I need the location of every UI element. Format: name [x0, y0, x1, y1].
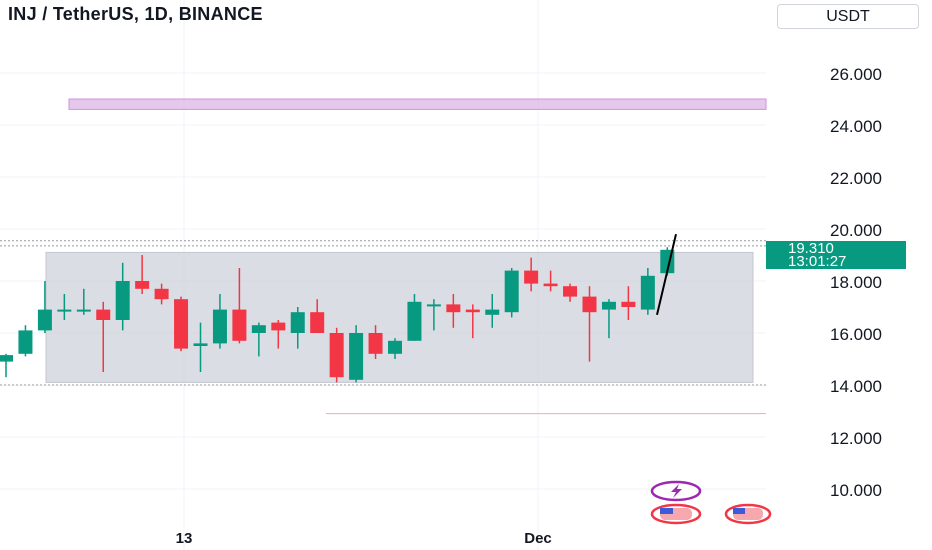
candle-down [465, 309, 480, 313]
candle-up [290, 312, 305, 333]
candle-down [271, 322, 286, 331]
time-axis-tick-label: Dec [524, 530, 552, 547]
price-axis-tick-label: 18.000 [830, 273, 882, 292]
price-axis: 10.000 12.000 14.000 16.000 18.000 20.000 22.0… [830, 65, 882, 500]
trend-annotation-line [656, 233, 677, 316]
price-axis-tick-label: 12.000 [830, 429, 882, 448]
candle-down [232, 309, 247, 341]
candle-up [349, 333, 364, 380]
candle-up [407, 301, 422, 341]
candle-down [310, 312, 325, 333]
candle-up [18, 330, 33, 354]
candle-down [582, 296, 597, 313]
price-axis-tick-label: 10.000 [830, 481, 882, 500]
candle-up [640, 275, 655, 310]
candle-down [563, 286, 578, 297]
candle-down [96, 309, 111, 320]
candle-up [251, 325, 266, 333]
candle-up [212, 309, 227, 344]
price-axis-tick-label: 20.000 [830, 221, 882, 240]
candle-down [135, 281, 150, 289]
candles [0, 247, 675, 383]
price-axis-tick-label: 16.000 [830, 325, 882, 344]
lightning-event-icon[interactable] [650, 480, 702, 502]
candle-down [446, 304, 461, 313]
range-zone [45, 251, 754, 383]
candle-down [174, 299, 189, 349]
candle-down [368, 333, 383, 354]
event-icons [650, 480, 772, 525]
time-axis: 13 Dec [176, 530, 552, 547]
price-axis-tick-label: 26.000 [830, 65, 882, 84]
currency-selector-button[interactable]: USDT [777, 4, 919, 29]
candle-down [154, 288, 169, 300]
us-flag-event-icon[interactable] [724, 503, 772, 525]
candle-up [601, 301, 616, 310]
candle-up [426, 304, 441, 307]
candle-down [524, 270, 539, 284]
candle-down [329, 333, 344, 378]
candle-up [193, 343, 208, 346]
bar-countdown-label: 13:01:27 [766, 254, 906, 269]
time-axis-tick-label: 13 [176, 530, 193, 547]
candle-up [504, 270, 519, 313]
candle-up [57, 309, 72, 312]
candle-up [115, 281, 130, 320]
candle-up [388, 340, 402, 354]
chart-zones [45, 98, 767, 383]
us-flag-event-icon[interactable] [650, 503, 702, 525]
price-axis-tick-label: 24.000 [830, 117, 882, 136]
chart-overlays [0, 233, 766, 415]
candle-down [621, 301, 636, 307]
candle-up [0, 355, 13, 362]
chart-title: INJ / TetherUS, 1D, BINANCE [8, 4, 263, 24]
last-price-label: 19.310 [766, 241, 906, 256]
candle-up [76, 309, 91, 312]
candle-up [37, 309, 52, 331]
price-axis-tick-label: 14.000 [830, 377, 882, 396]
candle-up [485, 309, 500, 315]
candle-down [543, 283, 558, 287]
price-axis-tick-label: 22.000 [830, 169, 882, 188]
resistance-zone [68, 98, 767, 110]
